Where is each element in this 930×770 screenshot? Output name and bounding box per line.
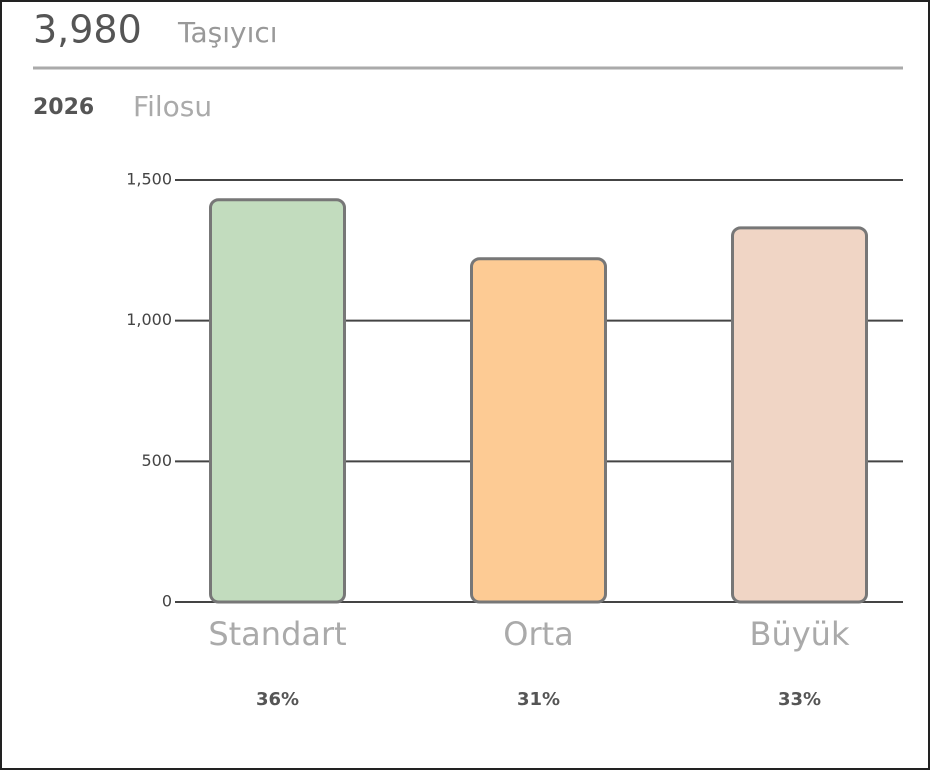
x-tick-label: Orta — [503, 615, 574, 653]
y-tick-label: 1,500 — [126, 170, 172, 189]
y-tick-label: 500 — [141, 451, 172, 470]
bar — [731, 226, 868, 604]
share-label: 33% — [778, 689, 821, 710]
y-tick-label: 0 — [162, 592, 172, 611]
subtitle: Filosu — [133, 90, 212, 123]
x-tick-label: Standart — [208, 615, 346, 653]
x-tick-label: Büyük — [750, 615, 850, 653]
year: 2026 — [33, 95, 94, 120]
share-label: 31% — [517, 689, 560, 710]
bar — [209, 198, 346, 604]
y-tick-label: 1,000 — [126, 310, 172, 329]
bar — [470, 257, 607, 604]
total-label: Taşıyıcı — [177, 16, 278, 49]
total: 3,980 — [33, 8, 142, 52]
share-label: 36% — [256, 689, 299, 710]
